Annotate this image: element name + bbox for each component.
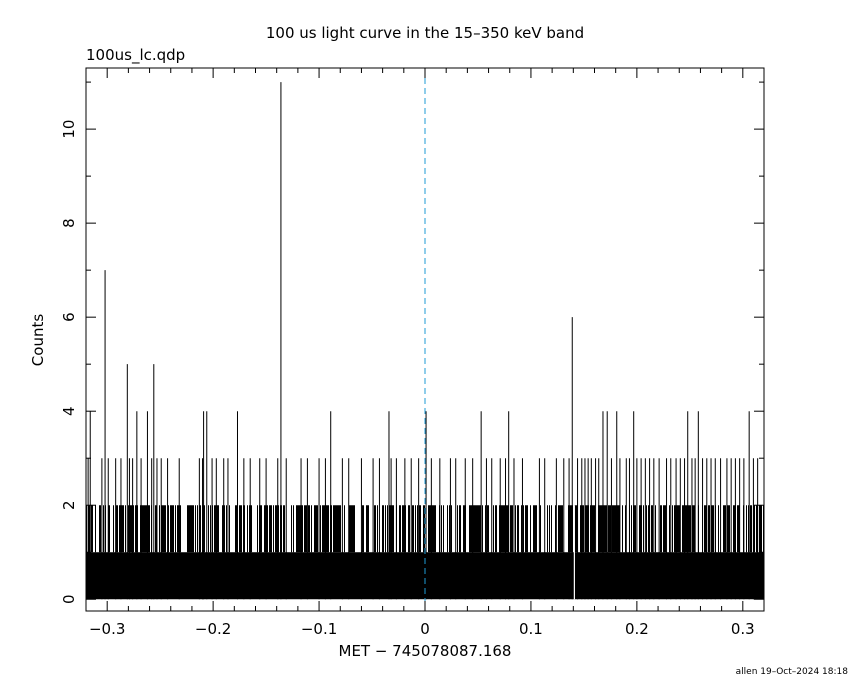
y-tick-label: 10 [60,120,78,139]
x-axis-label: MET − 745078087.168 [339,642,512,660]
chart-title: 100 us light curve in the 15–350 keV ban… [266,24,584,42]
x-tick-label: 0.2 [625,620,649,638]
tick-labels-layer: −0.3 −0.2 −0.1 0 0.1 0.2 0.3 0 2 4 6 8 10 [60,120,755,638]
x-tick-label: 0.1 [519,620,543,638]
y-tick-label: 6 [60,312,78,322]
footer-credit: allen 19–Oct–2024 18:18 [736,667,849,677]
y-tick-label: 2 [60,500,78,510]
x-tick-label: −0.1 [301,620,337,638]
y-tick-label: 4 [60,406,78,416]
x-tick-label: 0 [420,620,430,638]
ticks-layer [85,68,765,611]
y-axis-label: Counts [29,314,47,367]
x-tick-label: 0.3 [731,620,755,638]
y-tick-label: 8 [60,218,78,228]
x-tick-label: −0.2 [195,620,231,638]
x-tick-label: −0.3 [89,620,125,638]
chart-subtitle: 100us_lc.qdp [86,46,185,65]
y-tick-label: 0 [60,594,78,604]
